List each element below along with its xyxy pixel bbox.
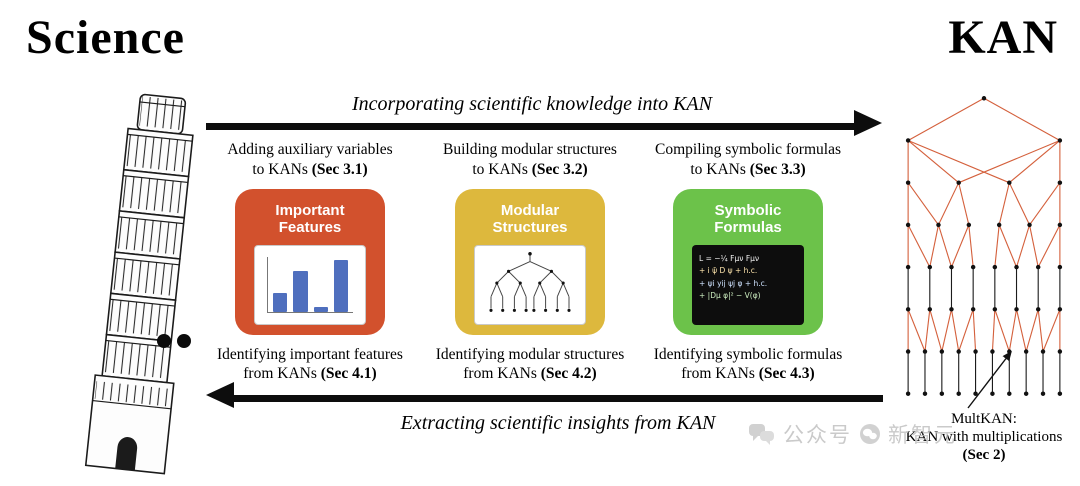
multkan-section-ref: (Sec 2) (962, 447, 1006, 463)
multkan-arrow (967, 350, 1012, 409)
tree-icon (489, 252, 571, 312)
caption-text: Building modular structures (443, 141, 617, 158)
bottom-flow-arrow (233, 395, 883, 402)
column2-bottom-caption: Identifying modular structures from KANs… (418, 345, 642, 385)
column-modular-structures: Building modular structures to KANs (Sec… (418, 140, 642, 384)
section-ref: (Sec 3.1) (311, 160, 368, 178)
watermark-text-1: 公众号 (783, 423, 852, 447)
kan-title: KAN (948, 11, 1058, 64)
chat-bubbles-icon (749, 424, 774, 445)
section-ref: (Sec 3.2) (531, 160, 588, 178)
column-important-features: Adding auxiliary variables to KANs (Sec … (198, 140, 422, 384)
blackboard-formulas: L = −¼ Fμν Fμν + i ψ̄ D ψ + h.c. + ψi yi… (692, 245, 804, 326)
caption-text: Identifying important features (217, 345, 403, 363)
caption-text: Compiling symbolic formulas (655, 141, 841, 158)
multkan-label: MultKAN: KAN with multiplications (Sec 2… (898, 410, 1070, 464)
caption-text: to KANs (472, 160, 532, 178)
section-ref: (Sec 4.2) (540, 365, 597, 383)
watermark-text-2: 新智元 (888, 423, 957, 447)
top-flow-arrow (206, 123, 856, 130)
card-title: Modular Structures (492, 201, 568, 237)
caption-text: from KANs (463, 365, 541, 383)
multkan-line1: MultKAN: (951, 411, 1017, 427)
column1-bottom-caption: Identifying important features from KANs… (198, 345, 422, 385)
section-ref: (Sec 4.3) (758, 365, 815, 383)
science-title: Science (26, 11, 185, 64)
modular-structures-card: Modular Structures (455, 188, 605, 335)
card-title: Symbolic Formulas (714, 201, 782, 237)
section-ref: (Sec 3.3) (749, 160, 806, 178)
symbolic-formulas-card: Symbolic Formulas L = −¼ Fμν Fμν + i ψ̄ … (673, 188, 823, 335)
caption-text: to KANs (252, 160, 312, 178)
module-tree-diagram (474, 245, 586, 326)
caption-text: from KANs (681, 365, 759, 383)
watermark: 公众号 新智元 (748, 419, 957, 449)
important-features-card: Important Features (235, 188, 385, 335)
caption-text: Identifying modular structures (435, 345, 625, 363)
column3-bottom-caption: Identifying symbolic formulas from KANs … (636, 345, 860, 385)
card-title: Important Features (275, 201, 345, 237)
multkan-line2: KAN with multiplications (905, 429, 1063, 445)
caption-text: Identifying symbolic formulas (653, 345, 843, 363)
pisa-tower-illustration (84, 93, 194, 475)
column3-top-caption: Compiling symbolic formulas to KANs (Sec… (636, 140, 860, 180)
caption-text: Adding auxiliary variables (227, 141, 393, 158)
bar-chart-bars (267, 257, 353, 314)
column-symbolic-formulas: Compiling symbolic formulas to KANs (Sec… (636, 140, 860, 384)
bottom-flow-arrowhead (206, 382, 234, 408)
caption-text: from KANs (243, 365, 321, 383)
column1-top-caption: Adding auxiliary variables to KANs (Sec … (198, 140, 422, 180)
wechat-icon (860, 424, 880, 444)
section-ref: (Sec 4.1) (320, 365, 377, 383)
top-flow-label: Incorporating scientific knowledge into … (352, 93, 712, 115)
caption-text: to KANs (690, 160, 750, 178)
feature-bar-chart (254, 245, 366, 326)
ellipsis-dots (157, 334, 191, 348)
bottom-flow-label: Extracting scientific insights from KAN (400, 412, 716, 434)
kan-network-diagram (905, 96, 1063, 396)
column2-top-caption: Building modular structures to KANs (Sec… (418, 140, 642, 180)
top-flow-arrowhead (854, 110, 882, 136)
